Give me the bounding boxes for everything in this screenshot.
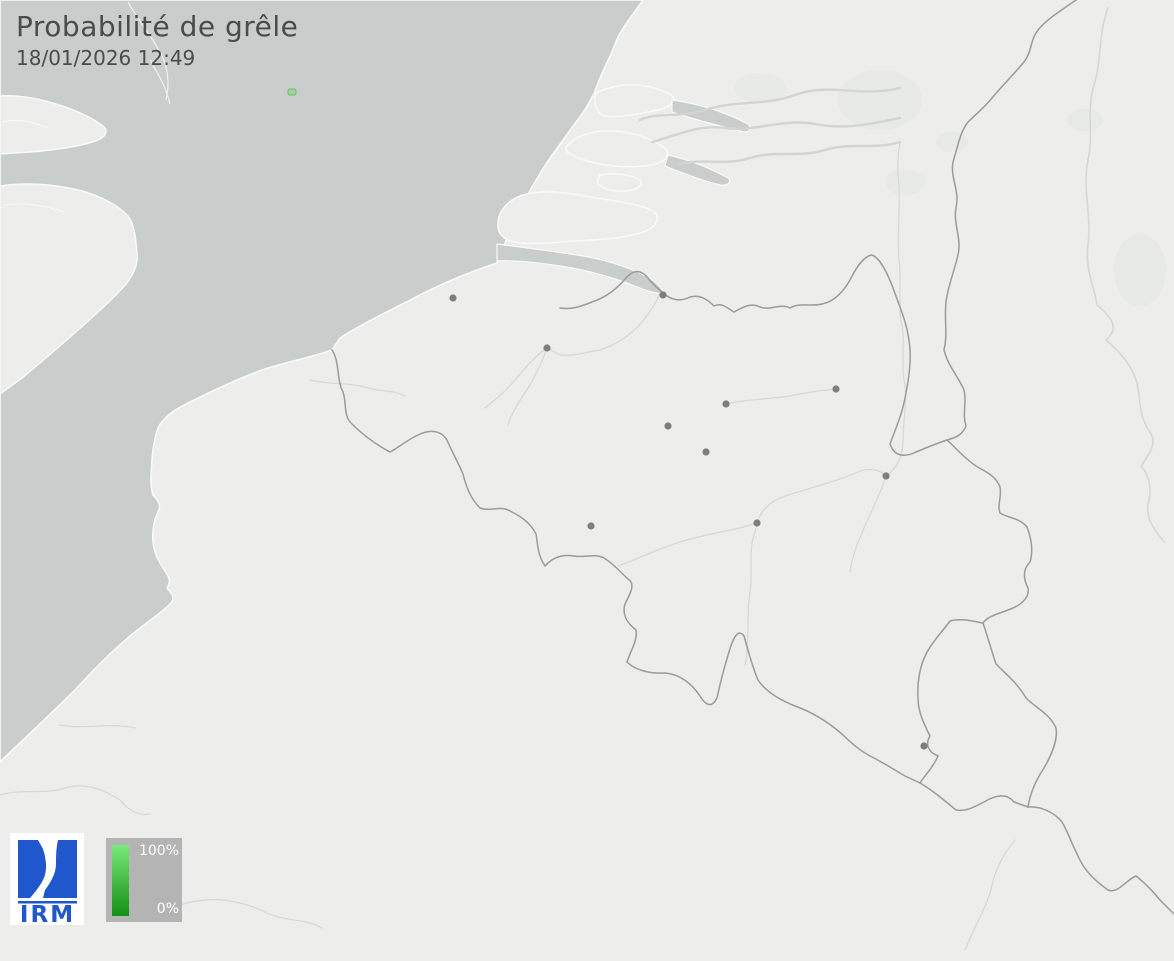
irm-logo-graphic: [18, 840, 77, 904]
logo-funnel-shape: [30, 840, 58, 898]
timestamp: 18/01/2026 12:49: [16, 46, 196, 70]
country-borders: [331, 0, 1174, 915]
north-sea: [0, 0, 644, 764]
border-lu-de: [982, 622, 1058, 808]
river-lys-fr: [179, 899, 323, 929]
river-sambre: [617, 522, 758, 567]
city-marker: [753, 519, 761, 527]
terrain-patch: [1067, 109, 1103, 131]
page-title: Probabilité de grêle: [16, 10, 299, 43]
river-waal: [650, 116, 902, 144]
river-upper-scheldt: [507, 347, 548, 426]
border-be-de: [946, 439, 1033, 624]
channel-oosterschelde: [664, 154, 731, 186]
irm-logo: IRM: [10, 833, 84, 928]
delta-island-tholen: [596, 173, 642, 192]
england-kent: [0, 183, 138, 395]
city-marker: [702, 448, 710, 456]
border-be-nl: [559, 254, 948, 457]
irm-logo-text: IRM: [19, 902, 76, 928]
terrain-patch: [734, 73, 786, 103]
probability-legend: 100% 0%: [106, 838, 182, 922]
river-yser: [309, 379, 406, 397]
delta-island-schouwen: [564, 130, 669, 168]
river-scheldt: [484, 292, 661, 409]
title-block: Probabilité de grêle 18/01/2026 12:49: [16, 10, 298, 70]
city-marker: [449, 294, 457, 302]
sea-coast-lines: [127, 1, 171, 105]
river-rhine: [1085, 7, 1165, 543]
city-markers: [449, 291, 928, 750]
channel-westerschelde: [496, 243, 665, 294]
city-marker: [882, 472, 890, 480]
city-marker: [832, 385, 840, 393]
river-moselle: [964, 839, 1016, 951]
city-marker: [659, 291, 667, 299]
river-ourthe: [849, 475, 887, 573]
border-fr-be: [331, 349, 921, 784]
city-marker: [543, 344, 551, 352]
rivers: [0, 7, 1165, 951]
city-marker: [722, 400, 730, 408]
terrain-patch: [1114, 234, 1166, 306]
river-meuse: [744, 141, 907, 666]
border-nl-de: [943, 0, 1077, 441]
river-canche: [59, 724, 136, 729]
legend-max-label: 100%: [138, 843, 179, 859]
legend-min-label: 0%: [156, 901, 179, 917]
england-essex: [0, 95, 107, 155]
border-be-lu: [917, 619, 984, 784]
logo-underline: [18, 901, 77, 904]
terrain-patch: [936, 132, 968, 152]
delta-island-goeree: [594, 84, 675, 118]
city-marker: [664, 422, 672, 430]
border-fr-de: [1027, 806, 1174, 915]
england-estuaries: [1, 119, 65, 213]
hail-echo: [287, 88, 297, 96]
legend-gradient-bar: [112, 845, 129, 916]
river-demer: [725, 388, 837, 405]
terrain-patch: [885, 169, 925, 195]
terrain-patch: [838, 70, 922, 130]
river-somme: [0, 785, 151, 815]
river-lek: [638, 86, 902, 122]
border-fr-lu: [919, 782, 1029, 812]
delta-island-walcheren: [497, 191, 659, 245]
city-marker: [920, 742, 928, 750]
river-maas-nl: [678, 140, 902, 166]
city-marker: [587, 522, 595, 530]
